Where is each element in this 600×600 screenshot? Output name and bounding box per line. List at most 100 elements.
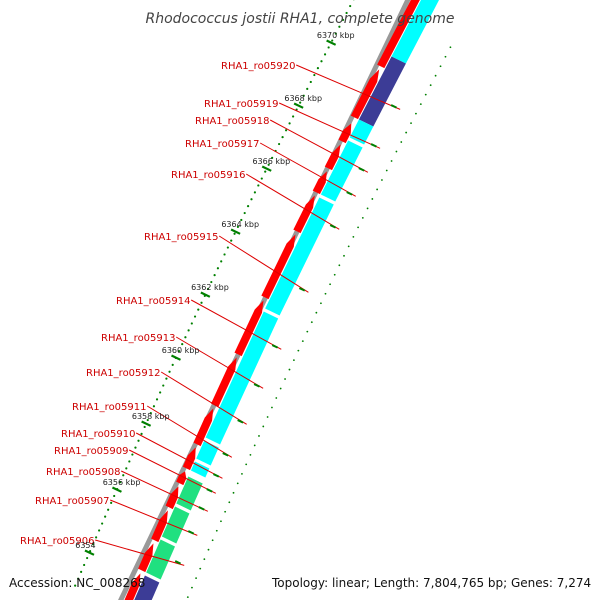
inner-guide-dot: [385, 169, 388, 172]
forward-strand-gene: [176, 471, 187, 486]
reverse-strand-gene: [134, 575, 160, 600]
inner-guide-dot: [284, 378, 286, 380]
minor-tick-dot: [187, 329, 190, 332]
minor-tick-dot: [302, 94, 305, 97]
inner-guide-dot: [410, 122, 412, 125]
minor-tick-dot: [128, 460, 131, 463]
minor-tick-dot: [184, 336, 187, 339]
inner-guide-dot: [228, 501, 231, 504]
minor-tick-dot: [309, 80, 312, 84]
minor-tick-dot: [74, 584, 77, 587]
reverse-strand-track: [134, 0, 440, 600]
inner-guide-dot: [376, 188, 379, 191]
minor-tick-dot: [246, 205, 250, 208]
gene-leader-line: [160, 371, 247, 425]
forward-strand-gene: [165, 486, 179, 510]
inner-guide-dot: [424, 93, 427, 96]
tick-label: 6370 kbp: [317, 31, 355, 40]
minor-tick-dot: [162, 384, 165, 387]
inner-guide-dot: [338, 264, 341, 267]
inner-guide-dot: [366, 207, 369, 210]
accession-text: Accession: NC_008268: [9, 576, 145, 590]
minor-tick-dot: [190, 322, 193, 325]
minor-tick-dot: [260, 177, 263, 180]
inner-guide-dot: [241, 472, 243, 475]
minor-tick-dot: [320, 60, 323, 63]
minor-tick-dot: [233, 232, 236, 235]
tick-label: 6362 kbp: [191, 283, 229, 292]
major-tick: [261, 165, 272, 172]
gene-label[interactable]: RHA1_ro05909: [54, 446, 129, 457]
gene-leader-line: [95, 539, 185, 566]
minor-tick-dot: [168, 370, 171, 373]
gene-label[interactable]: RHA1_ro05920: [221, 61, 296, 72]
inner-guide-dot: [271, 406, 273, 409]
gene-label[interactable]: RHA1_ro05908: [46, 467, 121, 478]
gene-marker: [390, 104, 397, 109]
minor-tick-dot: [137, 439, 140, 442]
gene-label[interactable]: RHA1_ro05914: [116, 296, 191, 307]
minor-tick-dot: [149, 412, 152, 415]
minor-tick-dot: [327, 46, 330, 49]
inner-guide-dot: [405, 131, 408, 134]
forward-strand-gene: [261, 234, 296, 300]
minor-tick-dot: [200, 301, 203, 304]
minor-tick-dot: [80, 570, 83, 573]
minor-tick-dot: [341, 18, 345, 21]
gene-label[interactable]: RHA1_ro05918: [195, 116, 270, 127]
minor-tick-dot: [181, 343, 184, 346]
reverse-strand-gene: [146, 539, 176, 580]
inner-guide-dot: [324, 292, 327, 295]
gene-marker: [187, 530, 195, 535]
minor-tick-dot: [159, 391, 162, 394]
gene-marker: [198, 506, 205, 511]
minor-tick-dot: [131, 453, 134, 456]
inner-guide-dot: [262, 425, 265, 428]
forward-strand-track: [124, 0, 420, 600]
inner-guide-dot: [444, 55, 447, 58]
minor-tick-dot: [243, 211, 246, 215]
gene-leader-line: [120, 470, 209, 512]
gene-label[interactable]: RHA1_ro05915: [144, 232, 219, 243]
gene-label[interactable]: RHA1_ro05912: [86, 368, 161, 379]
tick-label: 6366 kbp: [252, 157, 290, 166]
inner-guide-dot: [315, 311, 318, 314]
forward-strand-gene: [182, 447, 196, 471]
gene-label[interactable]: RHA1_ro05907: [35, 496, 110, 507]
gene-label[interactable]: RHA1_ro05919: [204, 99, 279, 110]
minor-tick-dot: [253, 191, 257, 194]
inner-guide-dot: [429, 84, 432, 87]
gene-marker: [253, 383, 260, 388]
inner-guide-dot: [236, 482, 239, 485]
inner-guide-dot: [275, 397, 278, 399]
gene-label[interactable]: RHA1_ro05913: [101, 333, 176, 344]
minor-tick-dot: [146, 418, 149, 422]
inner-guide-dot: [191, 586, 193, 589]
major-tick: [200, 291, 211, 298]
tick-label: 6364 kbp: [221, 220, 259, 229]
minor-tick-dot: [250, 198, 253, 201]
gene-label[interactable]: RHA1_ro05911: [72, 402, 147, 413]
gene-label[interactable]: RHA1_ro05917: [185, 139, 260, 150]
minor-tick-dot: [171, 363, 174, 366]
gene-label[interactable]: RHA1_ro05916: [171, 170, 246, 181]
gene-marker: [237, 419, 244, 424]
inner-guide-dot: [395, 150, 398, 153]
reverse-strand-gene: [161, 506, 190, 544]
inner-guide-dot: [253, 444, 256, 447]
tick-label: 6358 kbp: [132, 412, 170, 421]
minor-tick-dot: [240, 218, 243, 222]
tick-label: 6356 kbp: [103, 478, 141, 487]
minor-tick-dot: [95, 536, 98, 539]
minor-tick-dot: [345, 11, 348, 15]
inner-guide-dot: [301, 340, 304, 343]
gene-label[interactable]: RHA1_ro05906: [20, 536, 95, 547]
minor-tick-dot: [206, 287, 210, 291]
inner-guide-dot: [258, 435, 260, 437]
minor-tick-dot: [306, 87, 309, 90]
minor-tick-dot: [277, 142, 281, 146]
gene-label[interactable]: RHA1_ro05910: [61, 429, 136, 440]
major-tick: [111, 486, 122, 493]
